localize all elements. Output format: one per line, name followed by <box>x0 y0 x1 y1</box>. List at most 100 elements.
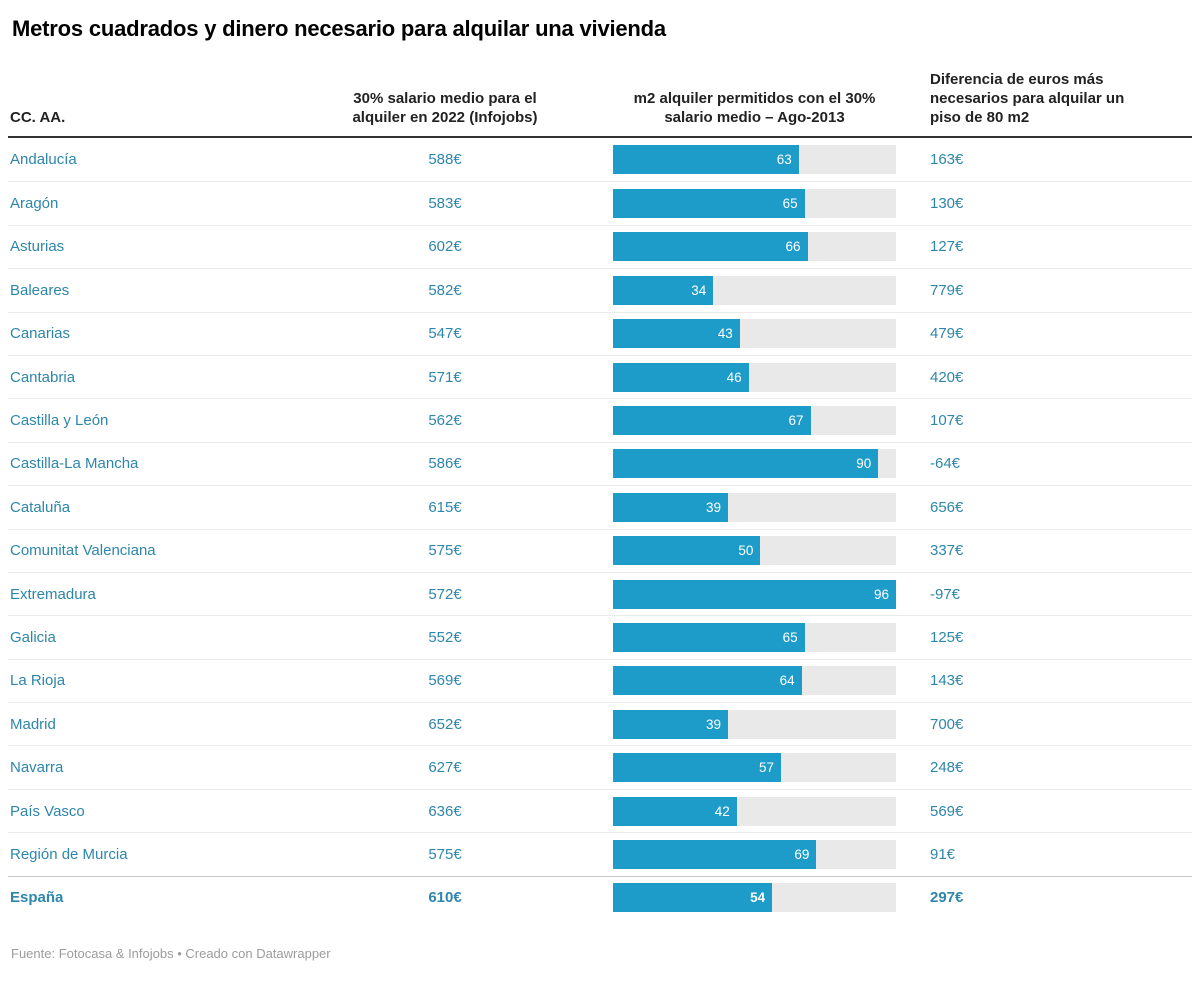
m2-bar: 90 <box>613 449 879 479</box>
bar-track: 39 <box>613 492 896 522</box>
table-row: Navarra 627€ 57 248€ <box>8 745 1192 788</box>
region-label: Galicia <box>10 628 56 646</box>
salary-value: 562€ <box>428 412 462 430</box>
diff-value: 163€ <box>930 151 964 169</box>
m2-value: 50 <box>738 543 754 559</box>
m2-value: 34 <box>691 282 707 298</box>
region-label: Asturias <box>10 238 65 256</box>
bar-track: 69 <box>613 839 896 869</box>
m2-value: 96 <box>873 586 889 602</box>
bar-track: 66 <box>613 232 896 262</box>
table-row: Comunitat Valenciana 575€ 50 337€ <box>8 528 1192 572</box>
diff-value: 130€ <box>930 195 964 213</box>
column-header-m2-bar: m2 alquiler permitidos con el 30% salari… <box>633 90 876 126</box>
bar-track: 64 <box>613 666 896 696</box>
m2-bar: 42 <box>613 796 737 826</box>
table-row: Castilla-La Mancha 586€ 90 -64€ <box>8 441 1192 485</box>
diff-value: 248€ <box>930 759 964 777</box>
salary-value: 572€ <box>428 585 462 603</box>
table-row: Extremadura 572€ 96 -97€ <box>8 571 1192 615</box>
region-label: Madrid <box>10 715 56 733</box>
salary-value: 569€ <box>428 672 462 690</box>
salary-value: 602€ <box>428 238 462 256</box>
m2-bar-cell: 65 <box>560 189 896 219</box>
diff-value: 127€ <box>930 238 964 256</box>
m2-bar: 67 <box>613 406 811 436</box>
table-row: Madrid 652€ 39 700€ <box>8 702 1192 745</box>
bar-track: 65 <box>613 622 896 652</box>
m2-bar: 69 <box>613 839 817 869</box>
m2-bar-cell: 39 <box>560 709 896 739</box>
m2-bar: 50 <box>613 536 761 566</box>
m2-bar-cell: 42 <box>560 796 896 826</box>
region-label: La Rioja <box>10 672 66 690</box>
region-label: España <box>10 889 64 907</box>
region-label: País Vasco <box>10 802 85 820</box>
m2-bar-cell: 66 <box>560 232 896 262</box>
m2-value: 63 <box>776 152 792 168</box>
salary-value: 552€ <box>428 628 462 646</box>
table-row: Asturias 602€ 66 127€ <box>8 224 1192 268</box>
region-label: Cataluña <box>10 498 71 516</box>
column-header-region: CC. AA. <box>10 109 66 126</box>
m2-value: 65 <box>782 629 798 645</box>
salary-value: 652€ <box>428 715 462 733</box>
m2-bar-cell: 65 <box>560 622 896 652</box>
table-row: Cataluña 615€ 39 656€ <box>8 485 1192 528</box>
m2-bar-cell: 96 <box>560 579 896 609</box>
salary-value: 588€ <box>428 151 462 169</box>
region-label: Castilla-La Mancha <box>10 455 139 473</box>
table-row: Región de Murcia 575€ 69 91€ <box>8 832 1192 875</box>
m2-bar: 66 <box>613 232 808 262</box>
region-label: Cantabria <box>10 368 76 386</box>
bar-track: 63 <box>613 145 896 175</box>
m2-bar: 39 <box>613 492 728 522</box>
table-row: Canarias 547€ 43 479€ <box>8 311 1192 355</box>
table-row: Galicia 552€ 65 125€ <box>8 615 1192 658</box>
diff-value: -97€ <box>930 585 961 603</box>
m2-bar-cell: 64 <box>560 666 896 696</box>
salary-value: 636€ <box>428 802 462 820</box>
bar-track: 43 <box>613 319 896 349</box>
region-label: Baleares <box>10 281 70 299</box>
m2-bar: 57 <box>613 753 782 783</box>
bar-track: 65 <box>613 189 896 219</box>
table-row: Cantabria 571€ 46 420€ <box>8 354 1192 398</box>
m2-bar: 63 <box>613 145 799 175</box>
m2-value: 67 <box>788 413 804 429</box>
salary-value: 627€ <box>428 759 462 777</box>
bar-track: 42 <box>613 796 896 826</box>
diff-value: 779€ <box>930 281 964 299</box>
m2-bar: 65 <box>613 622 805 652</box>
diff-value: 420€ <box>930 368 964 386</box>
table-row: Andalucía 588€ 63 163€ <box>8 138 1192 181</box>
region-label: Aragón <box>10 195 59 213</box>
table-row: Aragón 583€ 65 130€ <box>8 181 1192 224</box>
region-label: Comunitat Valenciana <box>10 542 156 560</box>
m2-bar-cell: 46 <box>560 362 896 392</box>
diff-value: 479€ <box>930 325 964 343</box>
region-label: Región de Murcia <box>10 845 128 863</box>
salary-value: 547€ <box>428 325 462 343</box>
salary-value: 571€ <box>428 368 462 386</box>
bar-track: 34 <box>613 275 896 305</box>
bar-track: 46 <box>613 362 896 392</box>
m2-value: 57 <box>759 760 775 776</box>
bar-track: 96 <box>613 579 896 609</box>
diff-value: 107€ <box>930 412 964 430</box>
salary-value: 582€ <box>428 281 462 299</box>
m2-value: 42 <box>714 803 730 819</box>
m2-bar: 96 <box>613 579 896 609</box>
m2-value: 39 <box>705 499 721 515</box>
m2-value: 46 <box>726 369 742 385</box>
table-row: Castilla y León 562€ 67 107€ <box>8 398 1192 441</box>
m2-bar-cell: 43 <box>560 319 896 349</box>
region-label: Canarias <box>10 325 71 343</box>
table-header-row: CC. AA. 30% salario medio para el alquil… <box>8 60 1192 138</box>
m2-bar-cell: 63 <box>560 145 896 175</box>
m2-bar-cell: 39 <box>560 492 896 522</box>
column-header-difference: Diferencia de euros más necesarios para … <box>896 70 1158 127</box>
m2-bar: 65 <box>613 189 805 219</box>
salary-value: 610€ <box>428 889 462 907</box>
m2-bar-cell: 67 <box>560 406 896 436</box>
